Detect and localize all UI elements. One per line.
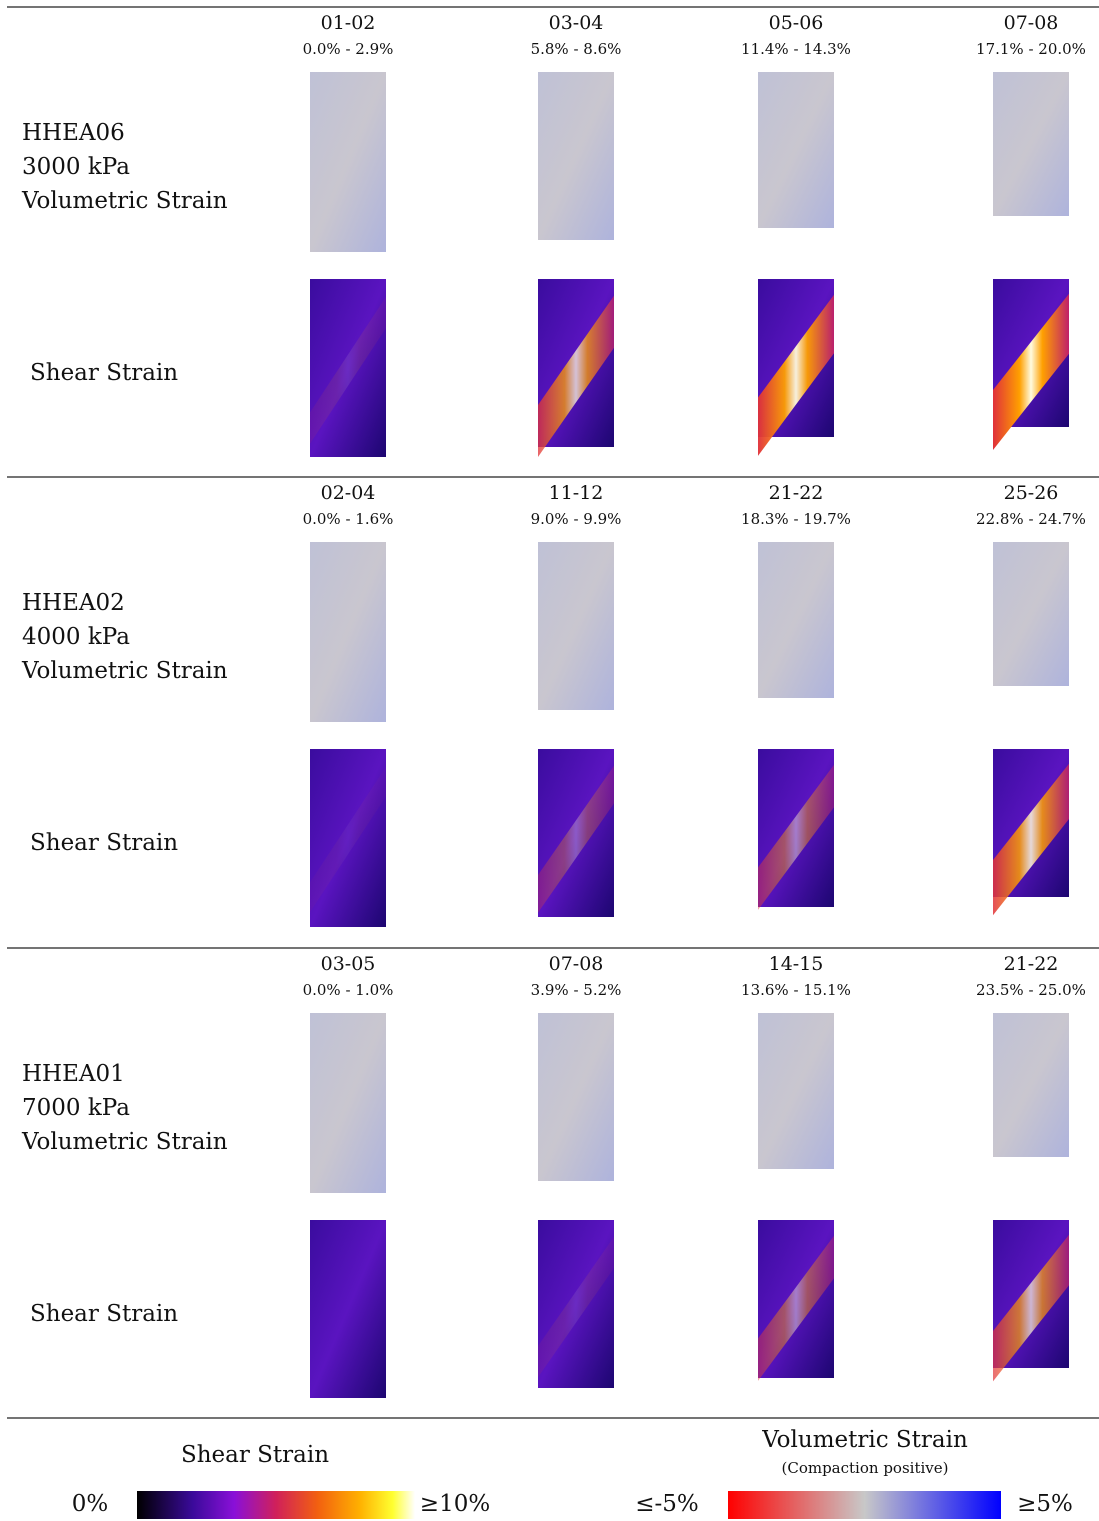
increment-label: 25-26 — [1004, 482, 1059, 504]
range-label: 23.5% - 25.0% — [976, 981, 1086, 999]
increment-label: 05-06 — [769, 12, 824, 34]
colorbar — [728, 1491, 1001, 1519]
increment-label: 03-04 — [549, 12, 604, 34]
increment-label: 03-05 — [321, 953, 376, 975]
range-label: 3.9% - 5.2% — [531, 981, 622, 999]
increment-label: 21-22 — [1004, 953, 1059, 975]
shear-band — [993, 293, 1069, 450]
legend-min: ≤-5% — [635, 1491, 699, 1517]
volumetric-map — [993, 542, 1069, 686]
pressure-label: 4000 kPa — [22, 624, 130, 650]
shear-band — [758, 1235, 834, 1381]
legend-max: ≥5% — [1017, 1491, 1073, 1517]
legend-max: ≥10% — [420, 1491, 490, 1517]
shear-band — [538, 295, 614, 457]
shear-band — [310, 766, 386, 913]
volumetric-map — [310, 542, 386, 722]
volumetric-map — [758, 72, 834, 228]
shear-band — [993, 763, 1069, 916]
range-label: 0.0% - 1.6% — [303, 510, 394, 528]
legend-title: Volumetric Strain — [761, 1427, 968, 1453]
volumetric-map — [538, 72, 614, 240]
range-label: 11.4% - 14.3% — [741, 40, 851, 58]
shear-band — [538, 1236, 614, 1378]
volumetric-map — [993, 72, 1069, 216]
pressure-label: 7000 kPa — [22, 1095, 130, 1121]
volumetric-map — [993, 1013, 1069, 1157]
legend-note: (Compaction positive) — [782, 1459, 949, 1477]
range-label: 0.0% - 2.9% — [303, 40, 394, 58]
shear-band — [993, 1234, 1069, 1382]
range-label: 22.8% - 24.7% — [976, 510, 1086, 528]
legend-min: 0% — [72, 1491, 109, 1517]
row-label: Shear Strain — [30, 360, 178, 386]
volumetric-map — [758, 542, 834, 698]
range-label: 18.3% - 19.7% — [741, 510, 851, 528]
pressure-label: 3000 kPa — [22, 154, 130, 180]
increment-label: 14-15 — [769, 953, 824, 975]
increment-label: 11-12 — [549, 482, 604, 504]
increment-label: 02-04 — [321, 482, 376, 504]
range-label: 13.6% - 15.1% — [741, 981, 851, 999]
row-label: Shear Strain — [30, 830, 178, 856]
increment-label: 07-08 — [1004, 12, 1059, 34]
volumetric-map — [310, 1013, 386, 1193]
row-label: Volumetric Strain — [21, 188, 228, 214]
shear-map — [310, 1220, 386, 1398]
specimen-label: HHEA01 — [22, 1061, 125, 1087]
range-label: 9.0% - 9.9% — [531, 510, 622, 528]
row-label: Volumetric Strain — [21, 658, 228, 684]
volumetric-map — [758, 1013, 834, 1169]
shear-band — [758, 764, 834, 910]
legend-title: Shear Strain — [181, 1442, 329, 1468]
specimen-label: HHEA06 — [22, 120, 125, 146]
range-label: 17.1% - 20.0% — [976, 40, 1086, 58]
row-label: Shear Strain — [30, 1301, 178, 1327]
colorbar — [137, 1491, 415, 1519]
volumetric-map — [310, 72, 386, 252]
shear-band — [538, 765, 614, 913]
range-label: 5.8% - 8.6% — [531, 40, 622, 58]
increment-label: 01-02 — [321, 12, 376, 34]
shear-band — [758, 294, 834, 456]
row-label: Volumetric Strain — [21, 1129, 228, 1155]
volumetric-map — [538, 542, 614, 710]
shear-band — [310, 296, 386, 444]
range-label: 0.0% - 1.0% — [303, 981, 394, 999]
specimen-label: HHEA02 — [22, 590, 125, 616]
volumetric-map — [538, 1013, 614, 1181]
increment-label: 21-22 — [769, 482, 824, 504]
increment-label: 07-08 — [549, 953, 604, 975]
